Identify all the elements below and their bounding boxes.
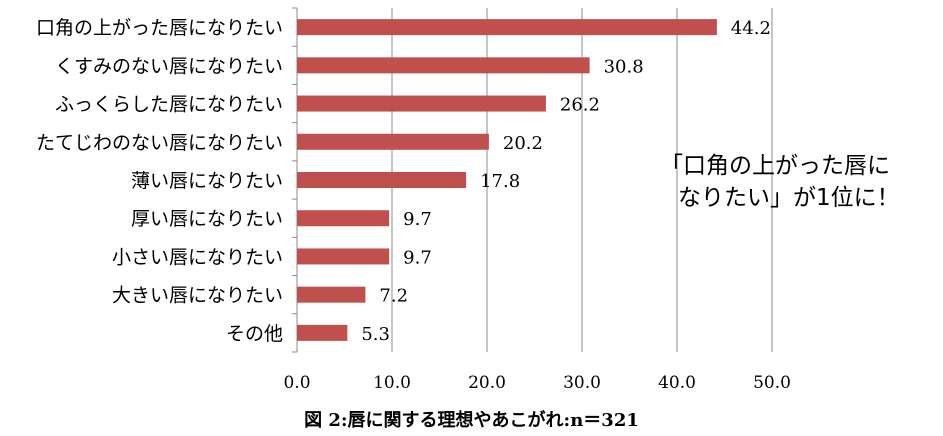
category-label: 大きい唇になりたい	[112, 285, 283, 307]
bar	[297, 172, 467, 188]
data-label: 9.7	[403, 247, 432, 268]
annotation-line-1: 「口角の上がった唇に	[660, 153, 890, 179]
bar	[297, 248, 390, 265]
category-label: くすみのない唇になりたい	[55, 55, 283, 77]
x-tick-label: 10.0	[373, 373, 411, 393]
category-label: 厚い唇になりたい	[131, 208, 283, 230]
x-tick-label: 20.0	[468, 373, 506, 393]
data-label: 5.3	[361, 324, 390, 345]
x-tick-label: 50.0	[753, 373, 791, 393]
data-label: 7.2	[379, 286, 408, 307]
category-label: ふっくらした唇になりたい	[55, 94, 283, 116]
bar	[297, 95, 546, 112]
category-label: 小さい唇になりたい	[112, 246, 283, 268]
category-label: 口角の上がった唇になりたい	[36, 17, 283, 39]
chart-caption: 図 2:唇に関する理想やあこがれ:n＝321	[304, 410, 639, 431]
category-label: その他	[226, 323, 283, 345]
bar	[297, 324, 348, 341]
data-label: 17.8	[480, 171, 520, 192]
bar	[297, 210, 390, 227]
bar	[297, 286, 366, 303]
data-label: 44.2	[731, 18, 771, 39]
x-tick-label: 0.0	[283, 373, 310, 393]
data-label: 26.2	[560, 95, 600, 116]
bar	[297, 133, 489, 150]
x-tick-label: 30.0	[563, 373, 601, 393]
data-label: 20.2	[503, 133, 543, 154]
x-tick-label: 40.0	[658, 373, 696, 393]
category-label: 薄い唇になりたい	[131, 170, 283, 192]
bar	[297, 57, 590, 74]
bar	[297, 19, 717, 36]
chart-annotation: 「口角の上がった唇に なりたい」が1位に！	[660, 150, 930, 214]
data-label: 9.7	[403, 209, 432, 230]
data-label: 30.8	[604, 56, 644, 77]
category-label: たてじわのない唇になりたい	[36, 132, 283, 154]
annotation-line-2: なりたい」が1位に！	[678, 185, 900, 211]
